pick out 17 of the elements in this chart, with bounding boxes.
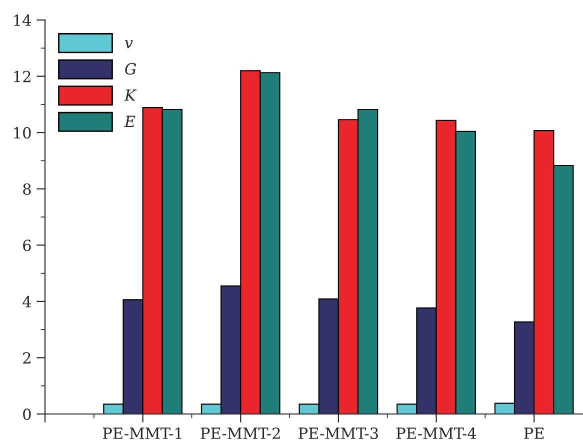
- legend-label: v: [125, 40, 133, 48]
- y-tick-label: 8: [23, 183, 31, 195]
- x-tick-label: PE-MMT-1: [103, 427, 182, 439]
- x-tick-label: PE-MMT-4: [396, 427, 476, 439]
- y-tick-label: 6: [23, 240, 31, 252]
- y-tick-label: 14: [14, 14, 32, 26]
- x-tick-label: PE-MMT-3: [298, 427, 378, 440]
- y-tick-label: 10: [14, 127, 31, 139]
- y-tick-label: 0: [23, 408, 31, 420]
- x-tick-label: PE-MMT-2: [200, 427, 280, 439]
- y-tick-label: 12: [14, 70, 30, 82]
- legend-label: K: [124, 90, 137, 101]
- y-tick-label: 4: [22, 296, 32, 308]
- x-tick-label: PE: [524, 428, 544, 439]
- legend-label: G: [125, 63, 136, 75]
- legend-label: E: [124, 116, 136, 127]
- y-tick-label: 2: [23, 352, 30, 364]
